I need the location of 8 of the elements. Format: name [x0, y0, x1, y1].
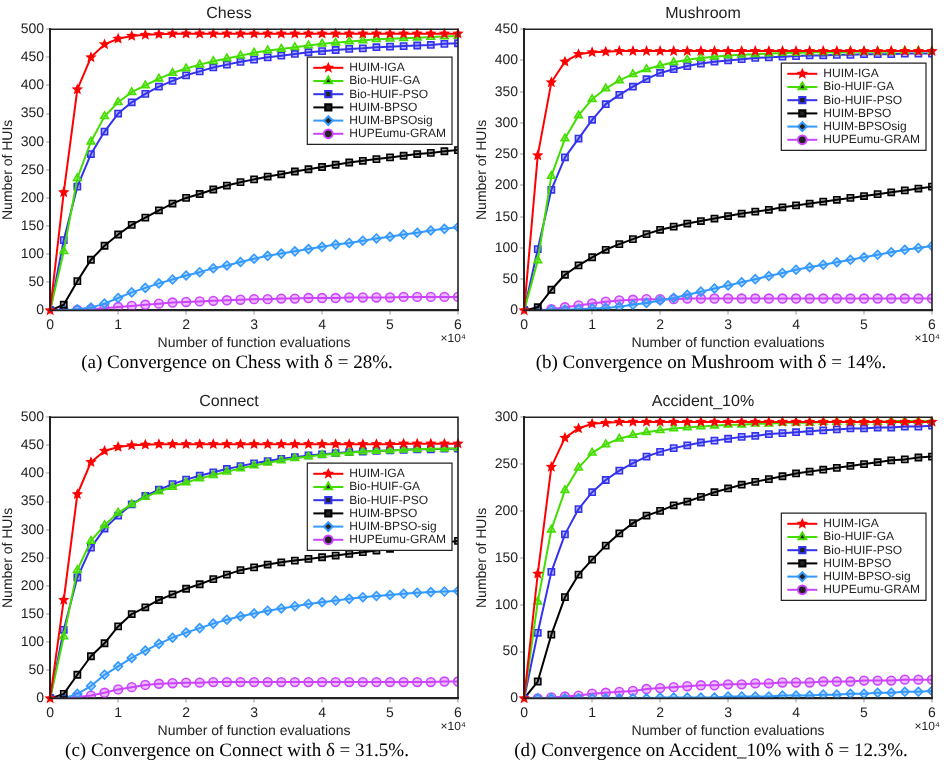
text: (b) Convergence on Mushroom with δ = 14%. [533, 354, 889, 374]
chart-title: Mushroom [665, 4, 742, 23]
chart-title: Accident_10% [651, 392, 755, 411]
text: (c) Convergence on Connect with δ = 31.5%. [63, 742, 411, 762]
chart-title: Chess [206, 4, 252, 23]
chart-title: Connect [199, 392, 261, 411]
text: (d) Convergence on Accident_10% with δ = 12.3%. [512, 742, 910, 762]
text: (a) Convergence on Chess with δ = 28%. [79, 354, 395, 374]
